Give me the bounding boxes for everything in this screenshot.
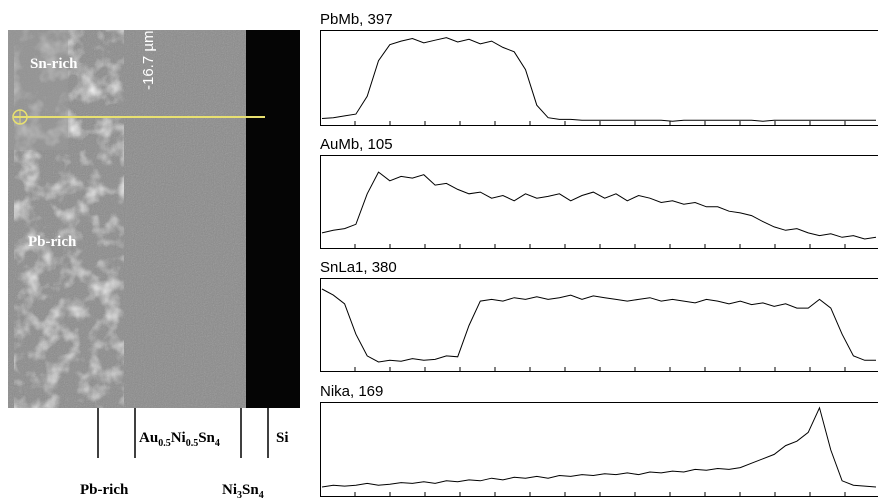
scale-label: -16.7 µm: [140, 31, 157, 91]
plot-frame: [320, 402, 878, 497]
signal-line: [321, 171, 877, 240]
phase-label: Ni3Sn4: [222, 482, 264, 501]
phase-text: Sn: [198, 430, 215, 446]
region-label: Sn-rich: [30, 56, 78, 72]
subscript: 0.5: [186, 438, 199, 449]
phase-text: Pb-rich: [80, 482, 129, 498]
subscript: 4: [259, 490, 264, 501]
chart-title: AuMb, 105: [320, 136, 393, 153]
plot-frame: [320, 278, 878, 372]
signal-line: [321, 37, 876, 122]
subscript: 3: [237, 490, 242, 501]
plot-frame: [320, 155, 878, 249]
chart-title: PbMb, 397: [320, 11, 393, 28]
plot-frame: [320, 30, 878, 126]
signal-line: [321, 288, 876, 363]
chart-title: SnLa1, 380: [320, 259, 397, 276]
phase-label: Si: [276, 430, 289, 446]
micrograph: [8, 30, 300, 408]
phase-label: Au0.5Ni0.5Sn4: [139, 430, 220, 449]
phase-text: Ni: [171, 430, 186, 446]
phase-label: Pb-rich: [80, 482, 129, 498]
phase-text: Ni: [222, 482, 237, 498]
phase-text: Au: [139, 430, 158, 446]
chart-title: Nika, 169: [320, 383, 383, 400]
signal-line: [321, 406, 877, 488]
subscript: 0.5: [158, 438, 171, 449]
phase-text: Si: [276, 430, 289, 446]
phase-leaders: [97, 408, 269, 458]
phase-text: Sn: [242, 482, 259, 498]
subscript: 4: [215, 438, 220, 449]
region-label: Pb-rich: [28, 234, 77, 250]
